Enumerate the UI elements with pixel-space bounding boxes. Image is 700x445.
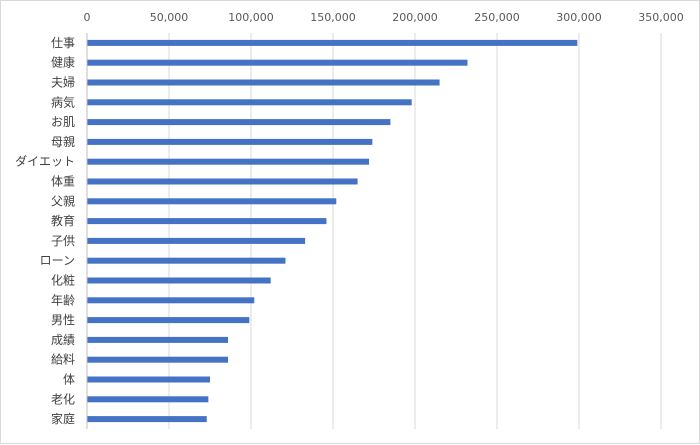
category-label: 体重 bbox=[51, 175, 75, 189]
category-label: 母親 bbox=[51, 135, 75, 149]
category-label: 子供 bbox=[51, 234, 75, 248]
bar-3 bbox=[87, 99, 412, 106]
category-label: 化粧 bbox=[51, 274, 75, 288]
bar-6 bbox=[87, 158, 370, 165]
category-labels: 仕事健康夫婦病気お肌母親ダイエット体重父親教育子供ローン化粧年齢男性成績給料体老… bbox=[15, 36, 75, 426]
bar-4 bbox=[87, 119, 391, 126]
bar-13 bbox=[87, 297, 255, 304]
category-label: 家庭 bbox=[51, 411, 75, 426]
x-axis-tick-labels: 0 50,000 100,000 150,000 200,000 250,000 300,0… bbox=[84, 11, 684, 24]
x-tick-label: 100,000 bbox=[228, 11, 274, 24]
x-tick-label: 200,000 bbox=[392, 11, 438, 24]
bar-18 bbox=[87, 396, 209, 403]
category-label: 給料 bbox=[51, 353, 75, 367]
category-label: 健康 bbox=[51, 55, 75, 70]
x-tick-label: 250,000 bbox=[474, 11, 520, 24]
category-label: 仕事 bbox=[51, 36, 75, 50]
x-tick-label: 50,000 bbox=[150, 11, 189, 24]
bars bbox=[87, 39, 578, 423]
category-label: ダイエット bbox=[15, 154, 75, 169]
bar-2 bbox=[87, 79, 440, 86]
bar-9 bbox=[87, 218, 327, 225]
bar-8 bbox=[87, 198, 337, 205]
bar-1 bbox=[87, 59, 468, 66]
bar-0 bbox=[87, 39, 578, 46]
bar-16 bbox=[87, 356, 229, 363]
bar-7 bbox=[87, 178, 358, 185]
x-tick-label: 300,000 bbox=[556, 11, 602, 24]
bar-12 bbox=[87, 277, 271, 284]
category-label: ローン bbox=[40, 254, 75, 268]
bar-19 bbox=[87, 416, 207, 423]
category-label: 年齢 bbox=[51, 292, 75, 307]
x-tick-label: 350,000 bbox=[638, 11, 684, 24]
category-label: お肌 bbox=[51, 115, 75, 129]
category-label: 病気 bbox=[51, 94, 75, 109]
bar-10 bbox=[87, 237, 306, 244]
x-tick-label: 0 bbox=[84, 11, 91, 24]
category-label: 男性 bbox=[51, 313, 75, 327]
bar-11 bbox=[87, 257, 286, 264]
category-label: 老化 bbox=[51, 392, 75, 406]
category-label: 成績 bbox=[51, 333, 75, 347]
category-label: 夫婦 bbox=[51, 75, 75, 90]
gridlines bbox=[168, 33, 662, 429]
category-label: 体 bbox=[63, 373, 75, 387]
bar-5 bbox=[87, 138, 373, 145]
category-label: 教育 bbox=[51, 213, 75, 228]
bar-14 bbox=[87, 317, 250, 324]
bar-15 bbox=[87, 336, 229, 343]
category-label: 父親 bbox=[51, 194, 75, 208]
bar-17 bbox=[87, 376, 210, 383]
x-tick-label: 150,000 bbox=[310, 11, 356, 24]
